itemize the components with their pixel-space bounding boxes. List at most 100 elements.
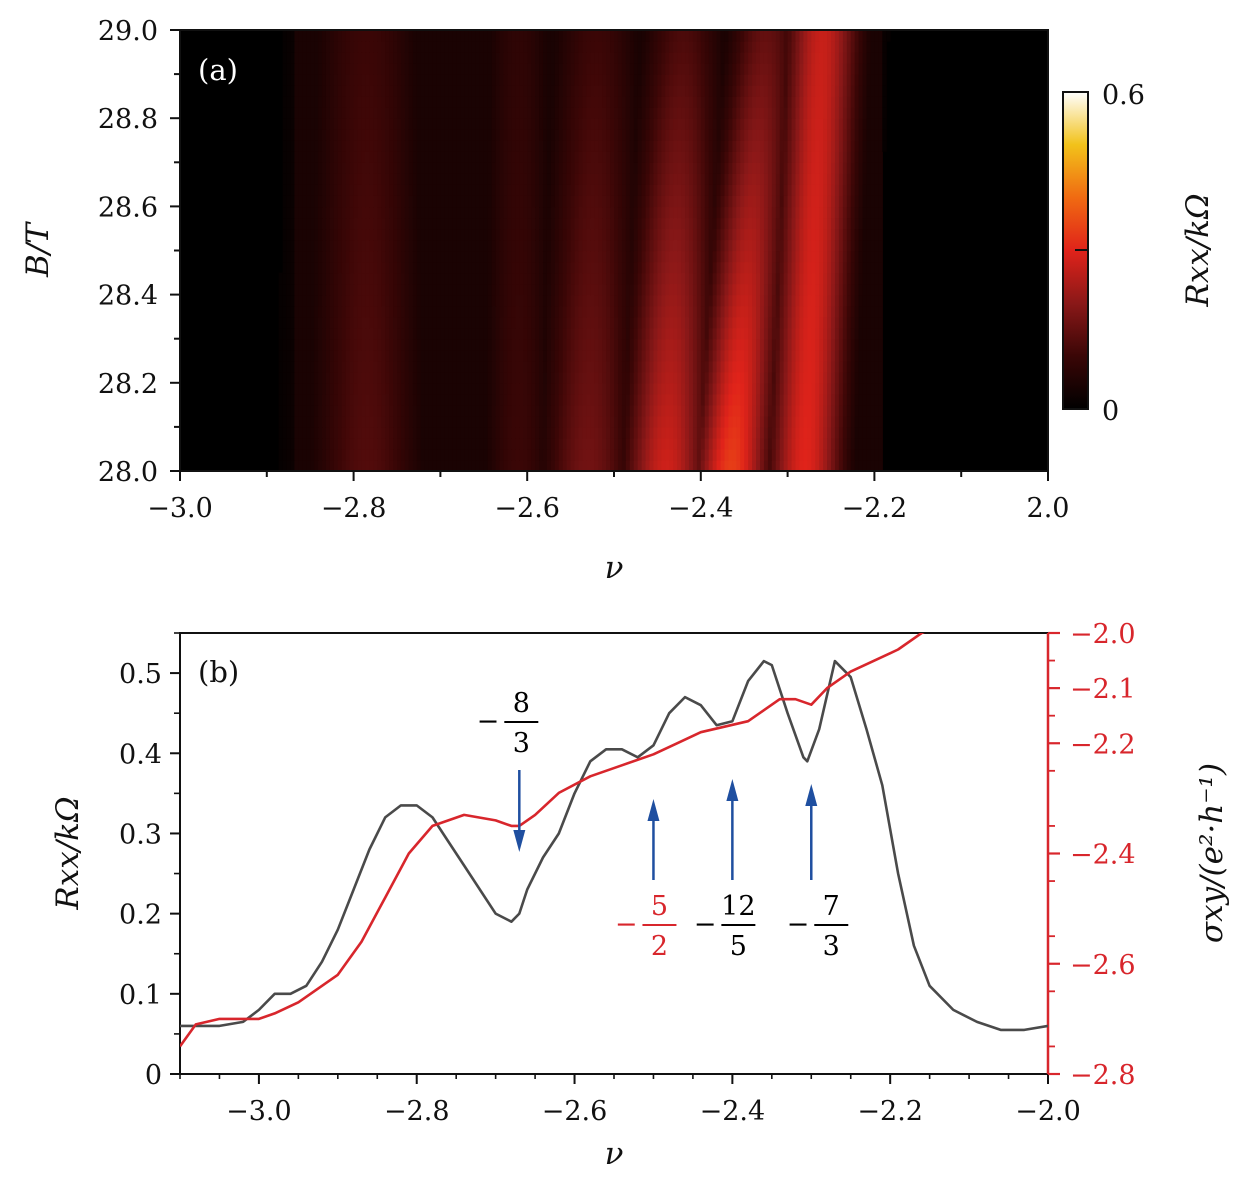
- heatmap-cell: [562, 129, 568, 141]
- heatmap-cell: [673, 316, 678, 329]
- heatmap-cell: [807, 404, 812, 417]
- heatmap-cell: [724, 327, 730, 340]
- heatmap-cell: [554, 261, 560, 274]
- heatmap-cell: [834, 173, 840, 185]
- heatmap-cell: [685, 129, 690, 141]
- heatmap-cell: [322, 118, 327, 130]
- heatmap-cell: [606, 349, 611, 362]
- heatmap-cell: [337, 261, 343, 274]
- heatmap-cell: [823, 140, 828, 152]
- heatmap-cell: [468, 272, 473, 285]
- heatmap-cell: [878, 151, 883, 163]
- heatmap-cell: [428, 162, 434, 174]
- heatmap-cell: [357, 404, 363, 417]
- heatmap-cell: [878, 371, 883, 384]
- heatmap-cell: [795, 459, 801, 471]
- heatmap-cell: [621, 140, 627, 152]
- heatmap-cell: [531, 239, 536, 252]
- heatmap-cell: [831, 272, 836, 285]
- heatmap-cell: [673, 349, 678, 362]
- heatmap-cell: [393, 118, 398, 130]
- heatmap-cell: [329, 349, 335, 362]
- heatmap-cell: [653, 228, 658, 241]
- heatmap-cell: [870, 404, 875, 417]
- heatmap-cell: [428, 404, 434, 417]
- heatmap-cell: [479, 415, 485, 428]
- heatmap-cell: [767, 294, 773, 307]
- heatmap-cell: [602, 404, 607, 417]
- heatmap-cell: [787, 195, 793, 208]
- heatmap-cell: [681, 316, 686, 329]
- heatmap-cell: [831, 261, 836, 274]
- heatmap-cell: [468, 316, 473, 329]
- heatmap-cell: [728, 261, 733, 274]
- heatmap-cell: [511, 107, 516, 119]
- heatmap-cell: [803, 217, 808, 230]
- heatmap-cell: [487, 261, 493, 274]
- heatmap-cell: [282, 459, 288, 471]
- heatmap-cell: [645, 206, 651, 219]
- heatmap-cell: [783, 338, 789, 351]
- heatmap-cell: [397, 448, 402, 461]
- heatmap-cell: [369, 206, 374, 219]
- heatmap-cell: [574, 239, 580, 252]
- heatmap-cell: [854, 360, 860, 373]
- heatmap-cell: [294, 305, 299, 318]
- heatmap-cell: [377, 338, 382, 351]
- heatmap-cell: [416, 107, 422, 119]
- heatmap-cell: [594, 195, 599, 208]
- heatmap-cell: [527, 459, 532, 471]
- heatmap-cell: [539, 118, 544, 130]
- heatmap-cell: [554, 217, 560, 230]
- heatmap-cell: [310, 151, 315, 163]
- heatmap-cell: [649, 415, 655, 428]
- heatmap-cell: [692, 129, 698, 141]
- heatmap-cell: [590, 261, 595, 274]
- heatmap-cell: [381, 140, 386, 152]
- heatmap-cell: [337, 162, 343, 174]
- heatmap-cell: [416, 228, 422, 241]
- heatmap-cell: [523, 129, 528, 141]
- heatmap-cell: [475, 360, 481, 373]
- heatmap-cell: [511, 426, 516, 439]
- heatmap-cell: [759, 437, 765, 450]
- heatmap-cell: [740, 228, 745, 241]
- heatmap-cell: [633, 459, 639, 471]
- heatmap-cell: [724, 228, 730, 241]
- heatmap-cell: [318, 448, 323, 461]
- heatmap-cell: [819, 162, 824, 174]
- heatmap-cell: [519, 404, 524, 417]
- heatmap-cell: [412, 382, 418, 395]
- heatmap-cell: [617, 184, 623, 196]
- heatmap-cell: [306, 129, 311, 141]
- heatmap-cell: [783, 162, 789, 174]
- heatmap-cell: [807, 162, 812, 174]
- heatmap-cell: [503, 162, 509, 174]
- heatmap-cell: [562, 294, 568, 307]
- heatmap-cell: [554, 404, 560, 417]
- heatmap-cell: [325, 151, 331, 163]
- heatmap-cell: [365, 173, 370, 185]
- heatmap-cell: [681, 283, 686, 296]
- heatmap-cell: [539, 206, 544, 219]
- heatmap-cell: [602, 294, 607, 307]
- heatmap-cell: [519, 294, 524, 307]
- heatmap-cell: [535, 140, 540, 152]
- heatmap-cell: [298, 162, 303, 174]
- heatmap-cell: [361, 404, 367, 417]
- heatmap-cell: [834, 118, 840, 130]
- heatmap-cell: [625, 426, 631, 439]
- heatmap-cell: [854, 206, 860, 219]
- heatmap-cell: [602, 217, 607, 230]
- heatmap-cell: [716, 404, 722, 417]
- heatmap-cell: [282, 415, 288, 428]
- heatmap-cell: [361, 305, 367, 318]
- heatmap-cell: [696, 250, 702, 263]
- heatmap-cell: [385, 206, 390, 219]
- heatmap-cell: [546, 437, 552, 450]
- heatmap-cell: [440, 448, 445, 461]
- heatmap-cell: [850, 437, 856, 450]
- heatmap-cell: [779, 415, 785, 428]
- heatmap-cell: [515, 228, 520, 241]
- heatmap-cell: [416, 272, 422, 285]
